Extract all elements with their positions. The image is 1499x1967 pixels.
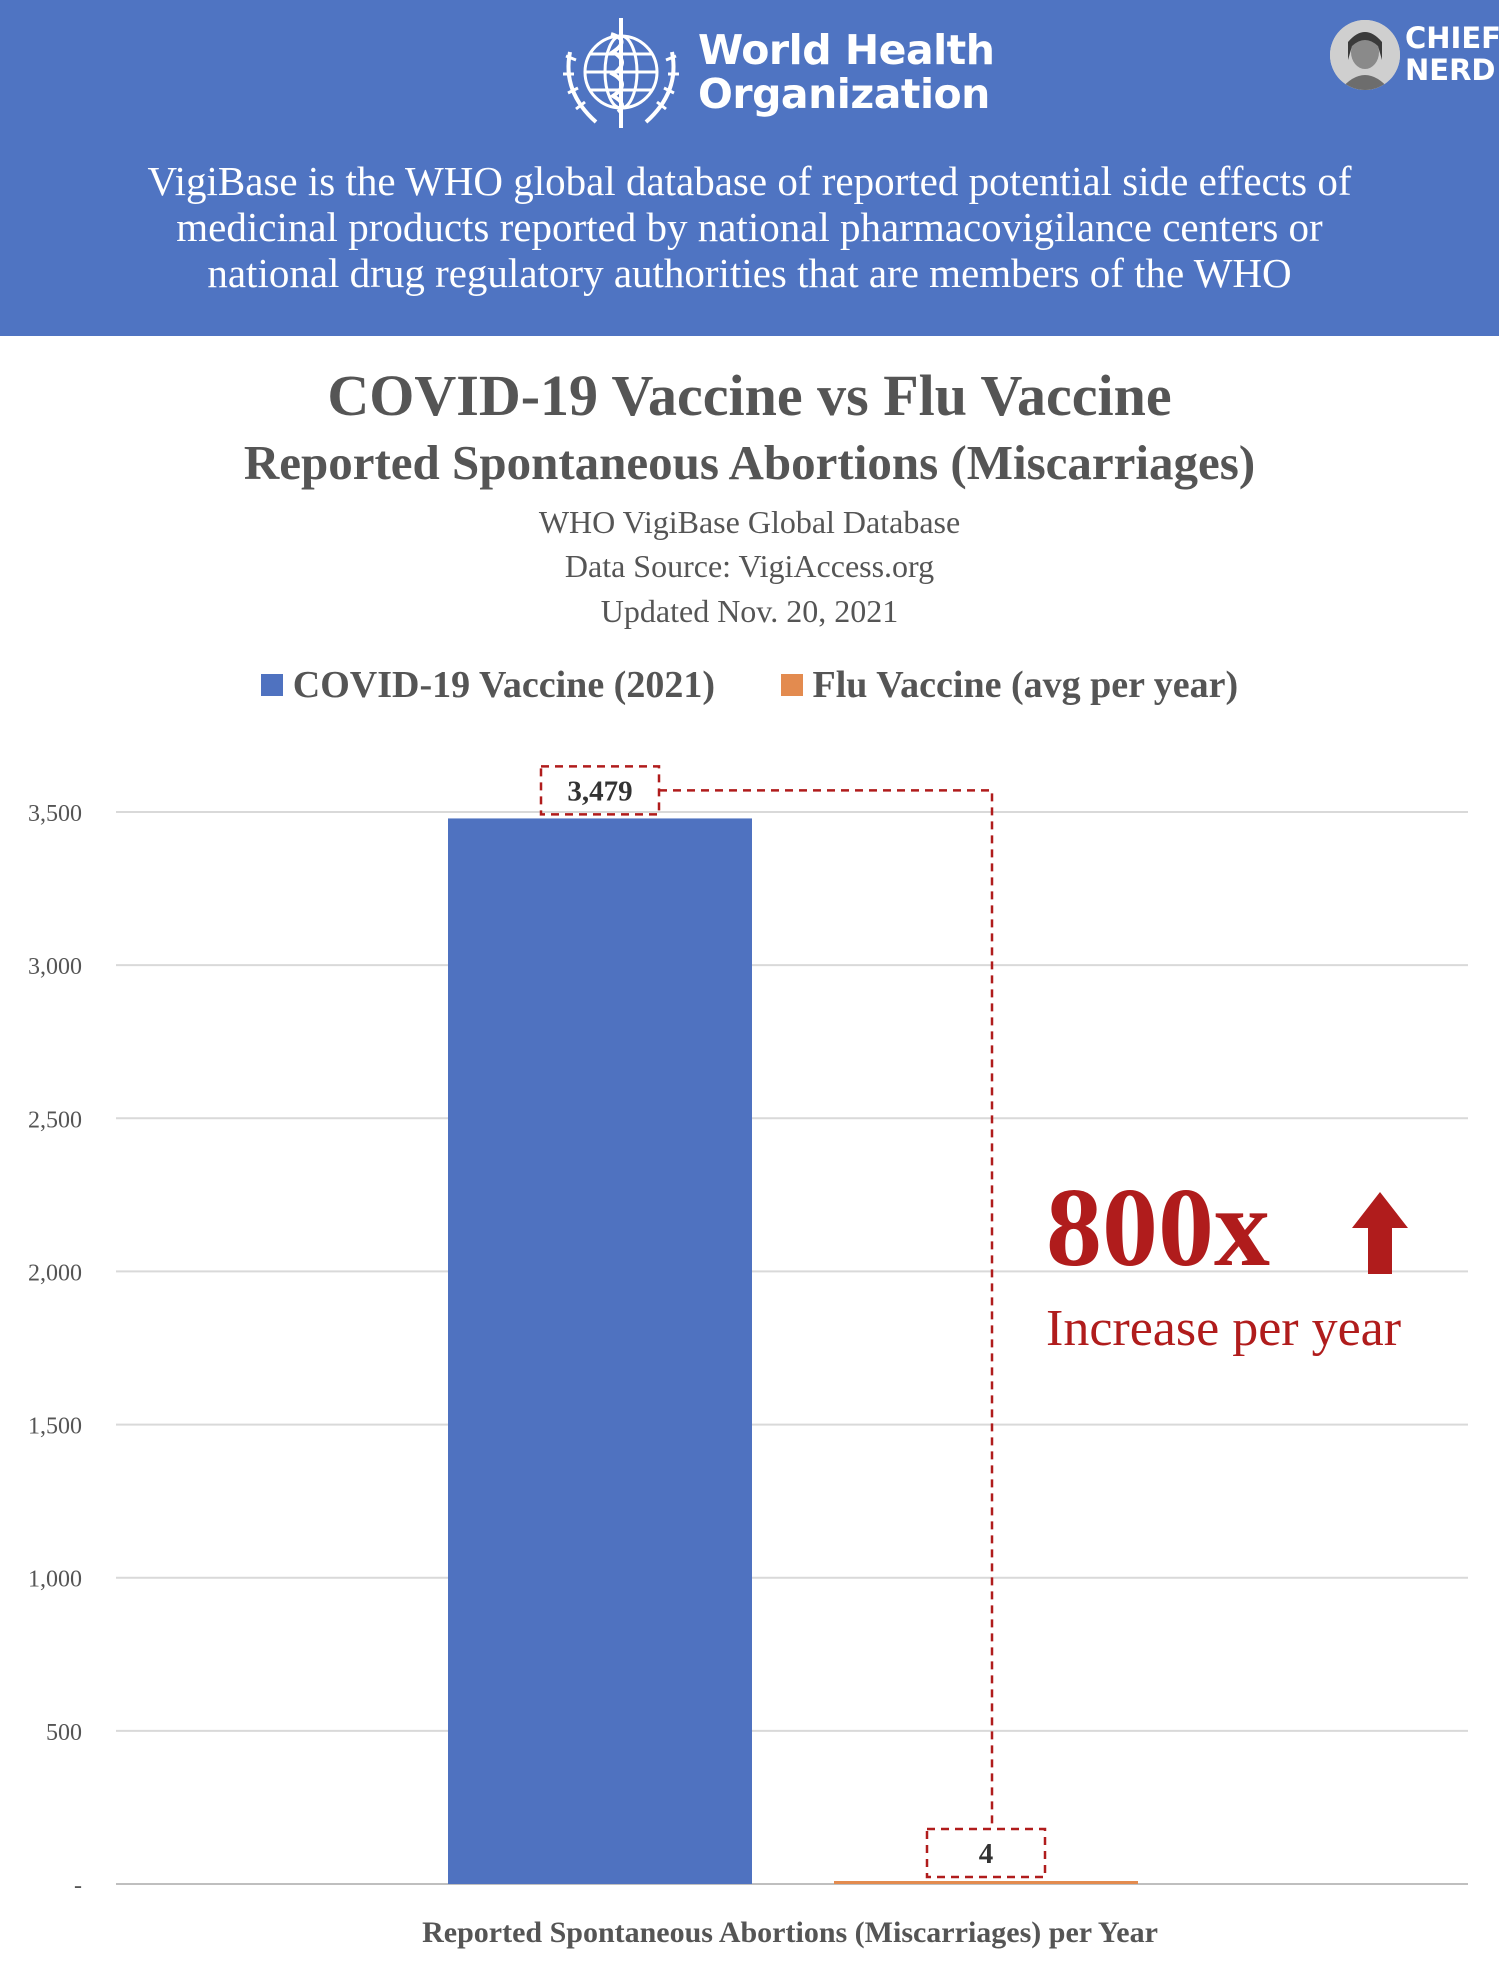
- bar: [834, 1881, 1138, 1884]
- y-tick-label: -: [74, 1873, 82, 1899]
- brand-name-line1: CHIEF: [1405, 21, 1499, 55]
- comparison-connector: [659, 789, 994, 1829]
- legend-label-flu: Flu Vaccine (avg per year): [812, 664, 1239, 706]
- brand-name-line2: NERD: [1405, 53, 1496, 87]
- header-description-line: VigiBase is the WHO global database of r…: [147, 158, 1352, 204]
- header-description-line: medicinal products reported by national …: [176, 204, 1323, 250]
- org-name-line2: Organization: [698, 70, 990, 118]
- legend-label-covid: COVID-19 Vaccine (2021): [292, 664, 715, 706]
- legend-item-covid: COVID-19 Vaccine (2021): [260, 660, 715, 710]
- header-banner: World Health Organization CHIEF NERD Vig…: [0, 0, 1499, 336]
- info-line-updated: Updated Nov. 20, 2021: [600, 593, 899, 629]
- legend-item-flu: Flu Vaccine (avg per year): [780, 660, 1239, 710]
- multiplier-annotation: 800x: [1046, 1166, 1270, 1290]
- x-axis-label: Reported Spontaneous Abortions (Miscarri…: [422, 1916, 1158, 1949]
- who-emblem-icon: [563, 18, 679, 128]
- header-description: VigiBase is the WHO global database of r…: [60, 158, 1439, 296]
- info-line-database: WHO VigiBase Global Database: [538, 504, 961, 540]
- data-label: 3,479: [567, 775, 632, 807]
- y-tick-label: 2,500: [28, 1107, 82, 1133]
- info-line-source: Data Source: VigiAccess.org: [564, 548, 935, 584]
- y-tick-label: 3,500: [28, 801, 82, 827]
- data-label: 4: [979, 1838, 994, 1870]
- legend-swatch-flu: [780, 674, 803, 697]
- org-name: World Health Organization: [698, 26, 995, 118]
- up-arrow-icon: [1352, 1192, 1408, 1274]
- chart-legend: COVID-19 Vaccine (2021) Flu Vaccine (avg…: [0, 660, 1499, 710]
- y-tick-label: 2,000: [28, 1260, 82, 1286]
- chart-title: COVID-19 Vaccine vs Flu Vaccine: [327, 363, 1172, 428]
- y-tick-label: 1,500: [28, 1414, 82, 1440]
- y-tick-label: 500: [46, 1720, 82, 1746]
- data-label-box: [925, 1827, 1047, 1879]
- header-description-line: national drug regulatory authorities tha…: [207, 250, 1292, 296]
- avatar-icon: [1330, 20, 1400, 90]
- org-name-line1: World Health: [698, 26, 995, 74]
- y-tick-label: 1,000: [28, 1567, 82, 1593]
- y-tick-label: 3,000: [28, 954, 82, 980]
- increase-annotation: Increase per year: [1046, 1300, 1402, 1357]
- legend-swatch-covid: [260, 674, 283, 697]
- brand-name: CHIEF NERD: [1405, 22, 1499, 86]
- chart-subtitle: Reported Spontaneous Abortions (Miscarri…: [243, 435, 1256, 490]
- bar: [448, 818, 752, 1884]
